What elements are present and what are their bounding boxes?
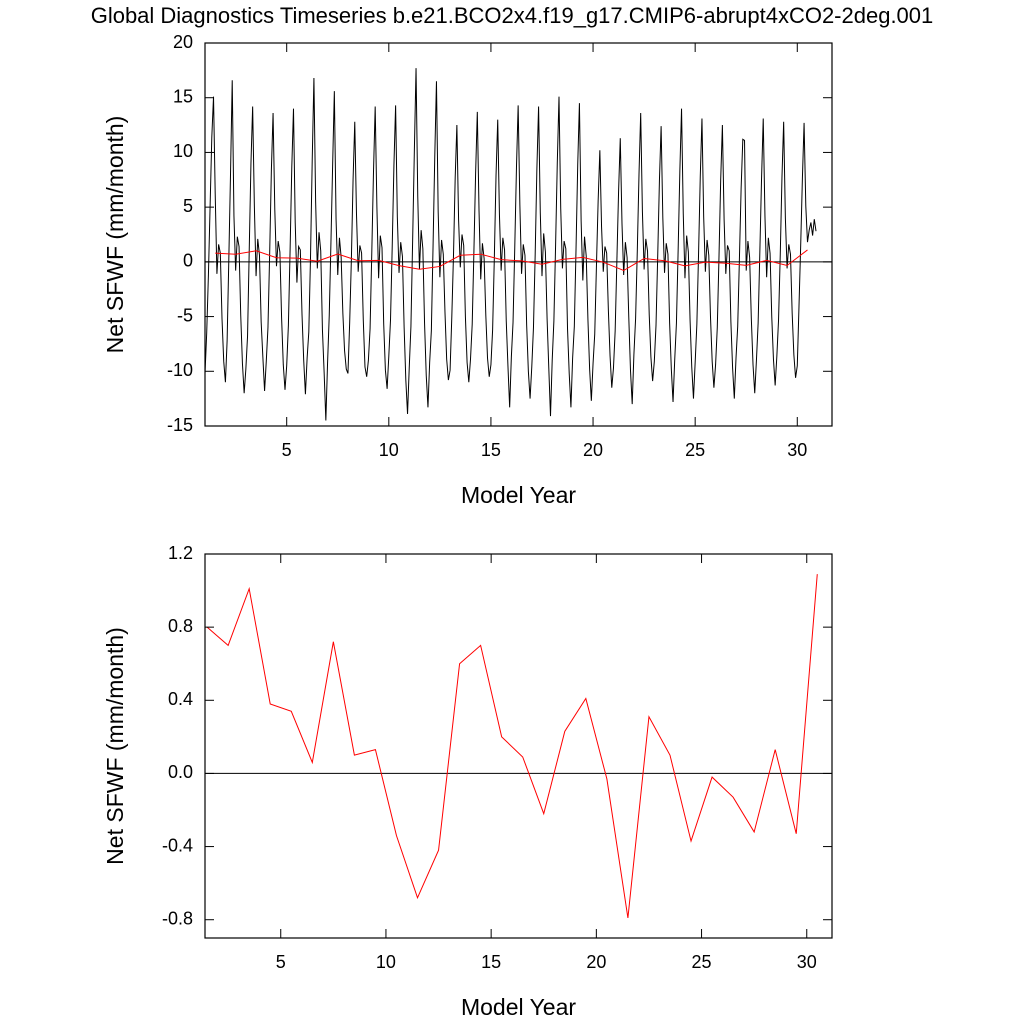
y-tick-label: -10 xyxy=(167,360,193,380)
x-tick-label: 20 xyxy=(586,952,606,972)
y-tick-label: 1.2 xyxy=(168,543,193,563)
chart-title: Global Diagnostics Timeseries b.e21.BCO2… xyxy=(91,3,934,28)
data-line xyxy=(215,249,808,272)
x-tick-label: 5 xyxy=(282,440,292,460)
y-tick-label: 15 xyxy=(173,86,193,106)
plot-frame xyxy=(204,553,833,939)
x-tick-label: 10 xyxy=(376,952,396,972)
y-tick-label: 0 xyxy=(183,251,193,271)
y-axis-label: Net SFWF (mm/month) xyxy=(102,116,128,354)
x-tick-label: 15 xyxy=(481,952,501,972)
x-tick-label: 15 xyxy=(481,440,501,460)
x-axis-label: Model Year xyxy=(461,994,576,1020)
y-tick-label: 5 xyxy=(183,196,193,216)
y-tick-label: 20 xyxy=(173,32,193,52)
x-tick-label: 20 xyxy=(583,440,603,460)
x-axis-label: Model Year xyxy=(461,482,576,508)
x-tick-label: 5 xyxy=(276,952,286,972)
plot-frame xyxy=(204,42,833,427)
y-tick-label: 10 xyxy=(173,141,193,161)
y-tick-label: 0.8 xyxy=(168,616,193,636)
y-tick-label: -15 xyxy=(167,415,193,435)
data-line xyxy=(205,68,817,421)
x-tick-label: 10 xyxy=(379,440,399,460)
y-tick-label: 0.4 xyxy=(168,689,193,709)
data-line xyxy=(206,574,818,918)
x-tick-label: 25 xyxy=(685,440,705,460)
y-tick-label: -0.4 xyxy=(162,835,193,855)
y-axis-label: Net SFWF (mm/month) xyxy=(102,627,128,865)
y-tick-label: 0.0 xyxy=(168,762,193,782)
x-tick-label: 30 xyxy=(797,952,817,972)
x-tick-label: 30 xyxy=(787,440,807,460)
y-tick-label: -0.8 xyxy=(162,908,193,928)
y-tick-label: -5 xyxy=(177,305,193,325)
x-tick-label: 25 xyxy=(692,952,712,972)
